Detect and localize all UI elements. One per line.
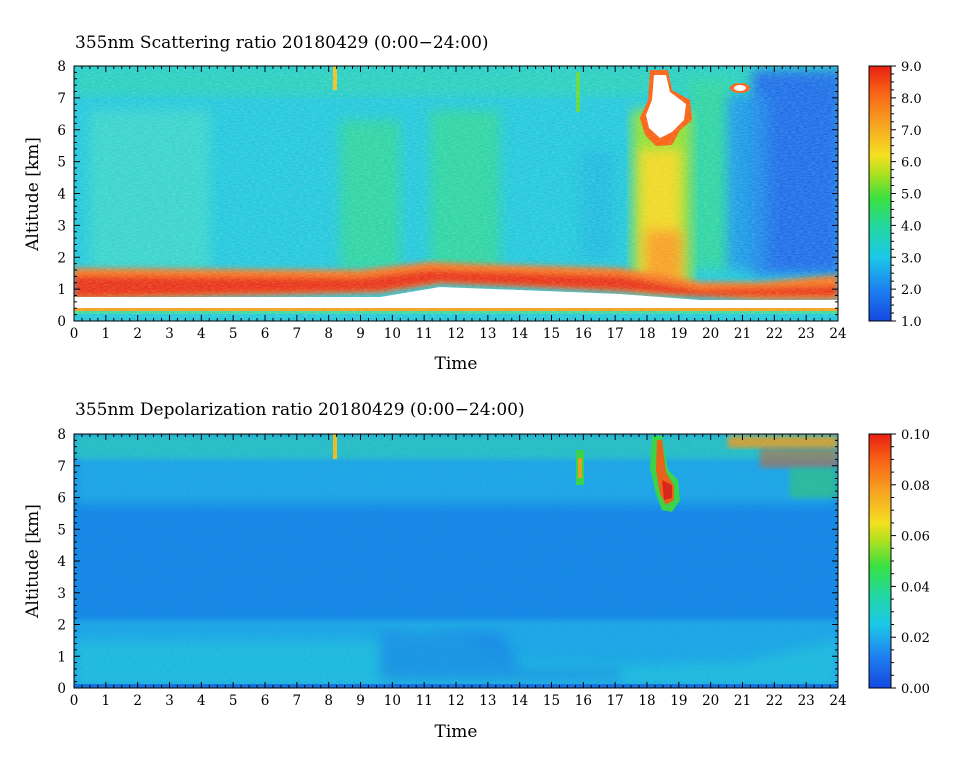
x-axis-label: Time — [435, 354, 478, 374]
x-tick-label: 20 — [702, 326, 719, 342]
x-tick-label: 23 — [798, 326, 815, 342]
colorbar-tick-label: 0.04 — [901, 580, 930, 595]
colorbar-depolarization: 0.00 0.02 0.04 0.06 0.08 0.10 — [868, 428, 930, 697]
x-axis-label: Time — [435, 722, 478, 742]
chart-title: 355nm Depolarization ratio 20180429 (0:0… — [75, 400, 525, 420]
y-tick-label: 7 — [57, 91, 66, 107]
x-tick-label: 0 — [70, 693, 79, 709]
y-tick-label: 5 — [57, 155, 66, 171]
axes-depolarization: 0 1 2 3 4 5 6 7 8 9 10 11 12 13 14 15 16 17 18 19 20 21 22 23 24… — [57, 427, 846, 709]
chart-title: 355nm Scattering ratio 20180429 (0:00−24… — [75, 33, 489, 53]
x-tick-label: 23 — [798, 693, 815, 709]
x-tick-label: 12 — [447, 693, 464, 709]
y-tick-label: 0 — [57, 681, 66, 697]
y-tick-label: 2 — [57, 250, 66, 266]
x-tick-label: 17 — [607, 693, 624, 709]
colorbar-tick-label: 0.08 — [901, 479, 930, 494]
x-tick-label: 0 — [70, 326, 79, 342]
x-tick-label: 1 — [102, 693, 111, 709]
x-tick-label: 13 — [479, 693, 496, 709]
colorbar-tick-label: 0.10 — [901, 428, 930, 443]
x-tick-label: 21 — [734, 693, 751, 709]
x-tick-label: 8 — [324, 326, 333, 342]
x-tick-label: 18 — [638, 693, 655, 709]
panel-depolarization: 355nm Depolarization ratio 20180429 (0:0… — [23, 400, 930, 742]
colorbar-tick-label: 7.0 — [901, 124, 922, 139]
x-tick-label: 24 — [829, 326, 846, 342]
x-tick-label: 7 — [293, 326, 302, 342]
x-tick-label: 5 — [229, 693, 238, 709]
x-tick-label: 15 — [543, 693, 560, 709]
panel-scattering: 355nm Scattering ratio 20180429 (0:00−24… — [23, 33, 922, 374]
y-tick-label: 4 — [57, 187, 66, 203]
colorbar-tick-label: 2.0 — [901, 283, 922, 298]
x-tick-label: 6 — [261, 326, 270, 342]
y-tick-label: 6 — [57, 123, 66, 139]
y-tick-label: 2 — [57, 618, 66, 634]
x-tick-label: 4 — [197, 693, 206, 709]
x-tick-label: 2 — [133, 693, 142, 709]
colorbar-tick-label: 5.0 — [901, 188, 922, 203]
y-axis-label: Altitude [km] — [23, 137, 43, 252]
y-tick-label: 0 — [57, 314, 66, 330]
colorbar-tick-label: 8.0 — [901, 92, 922, 107]
y-tick-label: 3 — [57, 586, 66, 602]
colorbar-tick-label: 0.00 — [901, 682, 930, 697]
x-tick-label: 24 — [829, 693, 846, 709]
x-tick-label: 6 — [261, 693, 270, 709]
x-tick-label: 7 — [293, 693, 302, 709]
x-tick-label: 20 — [702, 693, 719, 709]
colorbar-tick-label: 0.02 — [901, 631, 930, 646]
x-tick-label: 3 — [165, 693, 174, 709]
x-tick-label: 1 — [102, 326, 111, 342]
x-tick-label: 11 — [416, 326, 433, 342]
y-tick-label: 8 — [57, 427, 66, 443]
x-tick-label: 11 — [416, 693, 433, 709]
x-tick-label: 13 — [479, 326, 496, 342]
x-tick-label: 21 — [734, 326, 751, 342]
x-tick-label: 22 — [766, 693, 783, 709]
colorbar-tick-label: 4.0 — [901, 219, 922, 234]
y-tick-label: 1 — [57, 282, 66, 298]
colorbar-scattering: 1.0 2.0 3.0 4.0 5.0 6.0 7.0 8.0 9.0 — [868, 60, 922, 330]
y-tick-label: 3 — [57, 218, 66, 234]
heatmap-scattering — [74, 66, 838, 321]
x-tick-label: 3 — [165, 326, 174, 342]
x-tick-label: 16 — [575, 326, 592, 342]
x-tick-label: 18 — [638, 326, 655, 342]
x-tick-label: 9 — [356, 693, 365, 709]
x-tick-label: 10 — [384, 326, 401, 342]
x-tick-label: 15 — [543, 326, 560, 342]
heatmap-depolarization — [74, 434, 838, 688]
x-tick-label: 22 — [766, 326, 783, 342]
y-tick-label: 6 — [57, 491, 66, 507]
colorbar-tick-label: 0.06 — [901, 530, 930, 545]
x-tick-label: 12 — [447, 326, 464, 342]
x-tick-label: 19 — [670, 693, 687, 709]
x-tick-label: 2 — [133, 326, 142, 342]
colorbar-tick-label: 6.0 — [901, 156, 922, 171]
axes-scattering: 0 1 2 3 4 5 6 7 8 9 10 11 12 13 14 15 16 17 18 19 20 21 22 23 24… — [57, 59, 846, 342]
x-tick-label: 19 — [670, 326, 687, 342]
x-tick-label: 14 — [511, 693, 528, 709]
y-axis-label: Altitude [km] — [23, 504, 43, 619]
x-tick-label: 8 — [324, 693, 333, 709]
x-tick-label: 10 — [384, 693, 401, 709]
x-tick-label: 16 — [575, 693, 592, 709]
y-tick-label: 8 — [57, 59, 66, 75]
y-tick-label: 4 — [57, 554, 66, 570]
colorbar-tick-label: 9.0 — [901, 60, 922, 75]
x-tick-label: 4 — [197, 326, 206, 342]
x-tick-label: 14 — [511, 326, 528, 342]
y-tick-label: 7 — [57, 459, 66, 475]
y-tick-label: 5 — [57, 522, 66, 538]
colorbar-tick-label: 1.0 — [901, 315, 922, 330]
x-tick-label: 17 — [607, 326, 624, 342]
x-tick-label: 5 — [229, 326, 238, 342]
x-tick-label: 9 — [356, 326, 365, 342]
y-tick-label: 1 — [57, 649, 66, 665]
colorbar-tick-label: 3.0 — [901, 251, 922, 266]
